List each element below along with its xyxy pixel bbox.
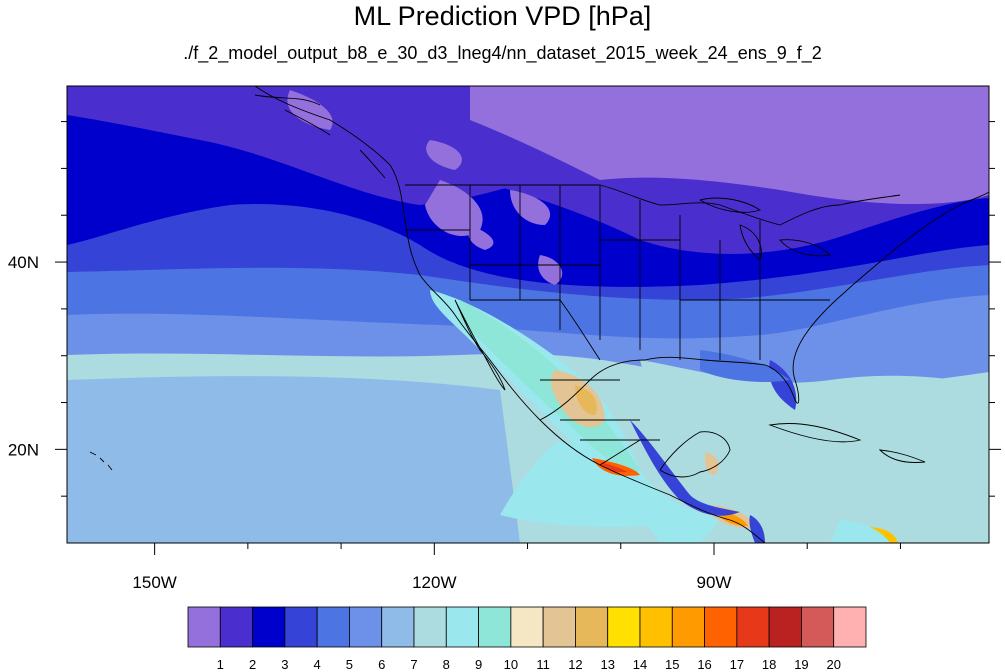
colorbar-tick-label: 11 <box>536 657 550 672</box>
colorbar-swatch <box>736 606 770 648</box>
colorbar-swatch <box>575 606 609 648</box>
boundary-lines <box>89 86 989 543</box>
vpd-contour-field <box>67 86 989 543</box>
colorbar-tick-label: 9 <box>475 657 482 672</box>
colorbar-swatch <box>833 606 867 648</box>
colorbar-tick-label: 6 <box>378 657 385 672</box>
map-axis-tick-labels: 150W 120W 90W 40N 20N <box>8 253 732 592</box>
colorbar-tick-label: 19 <box>794 657 808 672</box>
colorbar <box>187 606 867 648</box>
colorbar-tick-label: 2 <box>249 657 256 672</box>
colorbar-swatch <box>316 606 350 648</box>
colorbar-tick-label: 18 <box>762 657 776 672</box>
colorbar-tick-label: 17 <box>730 657 744 672</box>
colorbar-tick-label: 14 <box>633 657 647 672</box>
colorbar-tick-label: 15 <box>665 657 679 672</box>
map-axis-ticks <box>55 121 1001 555</box>
colorbar-tick-label: 16 <box>697 657 711 672</box>
colorbar-swatch <box>542 606 576 648</box>
colorbar-swatch <box>768 606 802 648</box>
colorbar-swatch <box>252 606 286 648</box>
colorbar-swatch <box>445 606 479 648</box>
colorbar-tick-label: 20 <box>826 657 840 672</box>
colorbar-swatch <box>704 606 738 648</box>
colorbar-tick-label: 3 <box>281 657 288 672</box>
colorbar-swatch <box>413 606 447 648</box>
colorbar-labels: 1 2 3 4 5 6 7 8 9 10 11 12 13 14 15 16 17 18 19 20 <box>217 657 841 672</box>
colorbar-swatch <box>219 606 253 648</box>
colorbar-swatch <box>639 606 673 648</box>
colorbar-swatch <box>284 606 318 648</box>
plot-title: ML Prediction VPD [hPa] <box>353 1 652 31</box>
colorbar-tick-label: 7 <box>410 657 417 672</box>
colorbar-tick-label: 5 <box>346 657 353 672</box>
colorbar-tick-label: 13 <box>600 657 614 672</box>
lon-tick-label: 150W <box>132 573 176 592</box>
colorbar-swatch <box>187 606 221 648</box>
colorbar-tick-label: 8 <box>443 657 450 672</box>
colorbar-swatch <box>801 606 835 648</box>
colorbar-tick-label: 4 <box>314 657 321 672</box>
lat-tick-label: 40N <box>8 253 39 272</box>
colorbar-tick-label: 12 <box>568 657 582 672</box>
colorbar-swatch <box>349 606 383 648</box>
colorbar-tick-label: 1 <box>217 657 224 672</box>
colorbar-swatch <box>381 606 415 648</box>
colorbar-swatch <box>510 606 544 648</box>
colorbar-swatch <box>478 606 512 648</box>
lon-tick-label: 90W <box>697 573 732 592</box>
colorbar-swatch <box>671 606 705 648</box>
plot-subtitle: ./f_2_model_output_b8_e_30_d3_lneg4/nn_d… <box>183 43 822 63</box>
lat-tick-label: 20N <box>8 440 39 459</box>
colorbar-swatch <box>607 606 641 648</box>
lon-tick-label: 120W <box>412 573 456 592</box>
colorbar-tick-label: 10 <box>504 657 518 672</box>
